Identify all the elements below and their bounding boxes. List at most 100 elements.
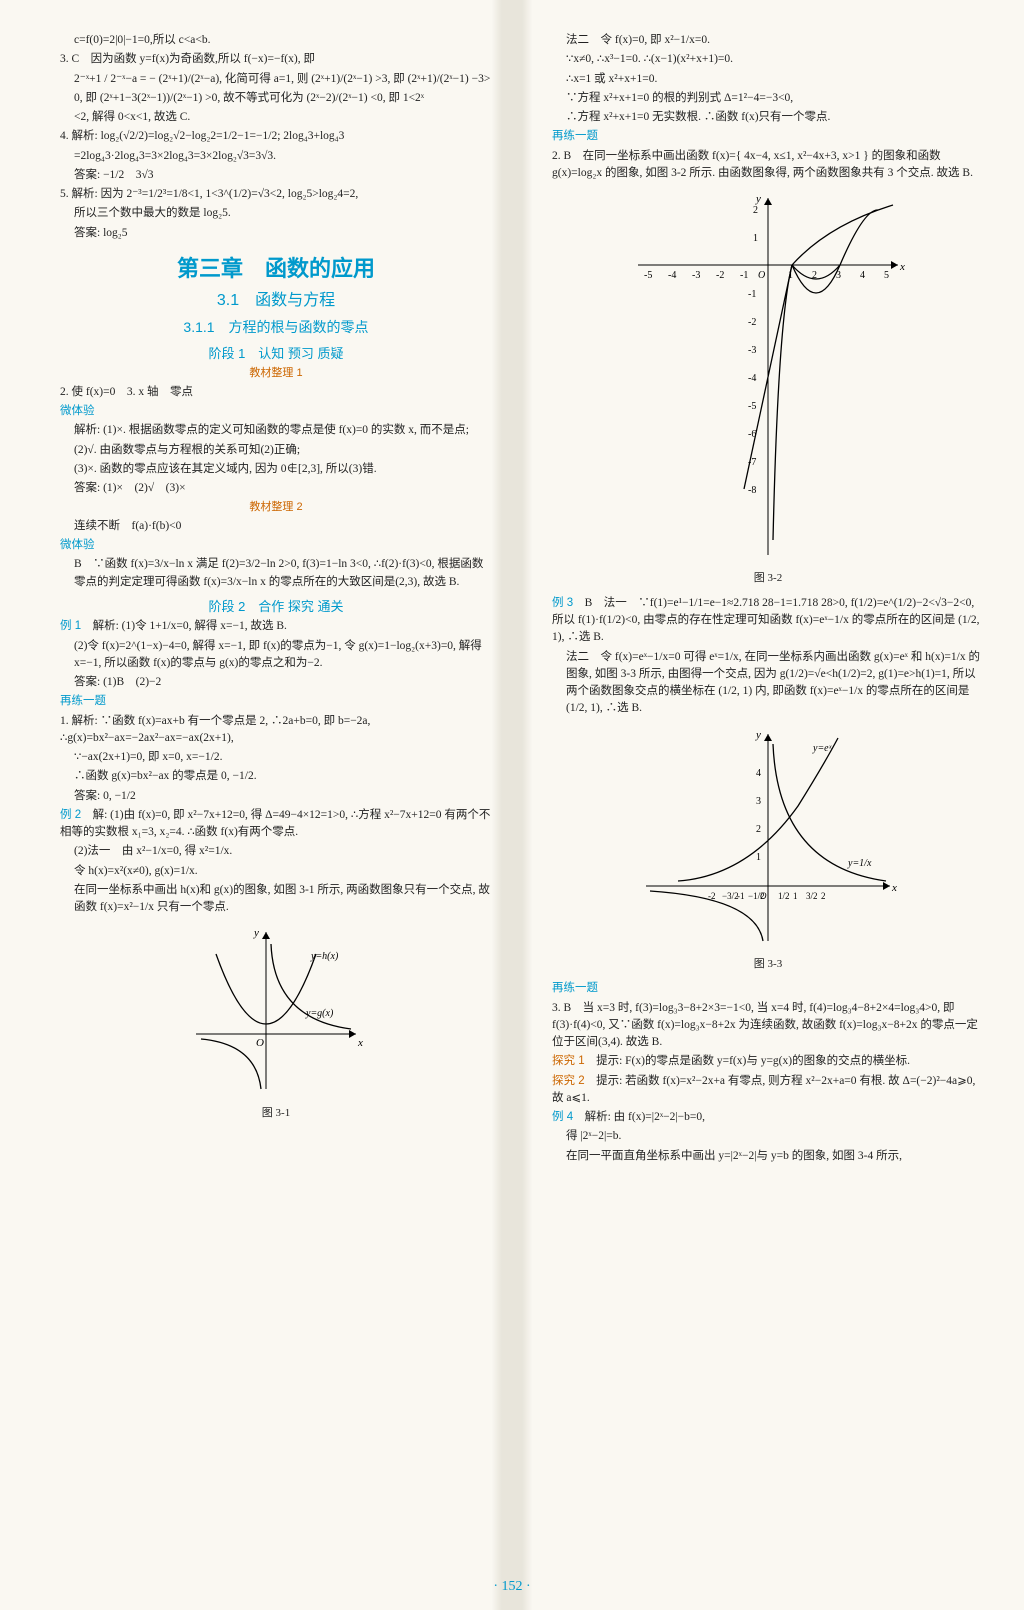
text: 4. 解析: log₂(√2/2)=log₂√2−log₂2=1/2−1=−1/… <box>60 128 492 145</box>
text: ∵x≠0, ∴x³−1=0. ∴(x−1)(x²+x+1)=0. <box>552 51 984 68</box>
text: 答案: (1)B (2)−2 <box>60 674 492 691</box>
origin-label: O <box>256 1037 264 1049</box>
svg-text:-3: -3 <box>692 270 700 281</box>
text: 解析: (1)×. 根据函数零点的定义可知函数的零点是使 f(x)=0 的实数 … <box>60 422 492 439</box>
page-number: · 152 · <box>0 1579 1024 1595</box>
figure-caption: 图 3-1 <box>60 1105 492 1122</box>
curve-label-h: y=h(x) <box>310 951 339 962</box>
svg-text:-8: -8 <box>748 485 756 496</box>
svg-text:3/2: 3/2 <box>806 891 818 901</box>
text: 令 h(x)=x²(x≠0), g(x)=1/x. <box>60 863 492 880</box>
axis-label-x: x <box>891 882 897 894</box>
text: B ∵函数 f(x)=3/x−ln x 满足 f(2)=3/2−ln 2>0, … <box>60 556 492 591</box>
inquiry-label: 探究 2 <box>552 1075 585 1087</box>
svg-text:2: 2 <box>756 824 761 835</box>
svg-text:-2: -2 <box>748 317 756 328</box>
text: 答案: log₂5 <box>60 225 492 242</box>
example-label: 例 1 <box>60 620 81 632</box>
text: (2)令 f(x)=2^(1−x)−4=0, 解得 x=−1, 即 f(x)的零… <box>60 638 492 673</box>
text: 答案: −1/2 3√3 <box>60 167 492 184</box>
chart-svg: x y -2−3/2-1 −1/2 O 1/213/22 1234 y=eˣ <box>638 726 898 946</box>
svg-text:-4: -4 <box>668 270 676 281</box>
svg-text:x: x <box>899 261 905 273</box>
curve-label-rec: y=1/x <box>847 858 872 869</box>
stage-title: 阶段 2 合作 探究 通关 <box>60 597 492 617</box>
svg-text:-1: -1 <box>737 891 745 901</box>
curve-label-ex: y=eˣ <box>812 743 833 754</box>
svg-text:-5: -5 <box>644 270 652 281</box>
text: 法二 令 f(x)=0, 即 x²−1/x=0. <box>552 32 984 49</box>
svg-text:4: 4 <box>860 270 865 281</box>
svg-text:-5: -5 <box>748 401 756 412</box>
text: 所以三个数中最大的数是 log₂5. <box>60 205 492 222</box>
svg-text:1: 1 <box>793 891 798 901</box>
svg-text:1: 1 <box>753 233 758 244</box>
svg-text:-2: -2 <box>716 270 724 281</box>
chapter-title: 第三章 函数的应用 <box>60 252 492 285</box>
svg-text:1: 1 <box>756 852 761 863</box>
chart-svg: x y -5-4-3 -2-1 O 123 45 12 -1-2-3 -4-5-… <box>628 190 908 560</box>
svg-text:2: 2 <box>753 205 758 216</box>
svg-text:-3: -3 <box>748 345 756 356</box>
text: 答案: 0, −1/2 <box>60 788 492 805</box>
right-column: 法二 令 f(x)=0, 即 x²−1/x=0. ∵x≠0, ∴x³−1=0. … <box>532 30 984 1590</box>
svg-text:y: y <box>755 193 761 205</box>
text: (2)√. 由函数零点与方程根的关系可知(2)正确; <box>60 442 492 459</box>
section-title: 3.1 函数与方程 <box>60 289 492 313</box>
svg-text:2: 2 <box>821 891 826 901</box>
figure-3-3: x y -2−3/2-1 −1/2 O 1/213/22 1234 y=eˣ <box>552 726 984 973</box>
figure-3-1: x y O y=h(x) y=g(x) 图 3-1 <box>60 924 492 1121</box>
text: 在同一坐标系中画出 h(x)和 g(x)的图象, 如图 3-1 所示, 两函数图… <box>60 882 492 917</box>
text: ∴方程 x²+x+1=0 无实数根. ∴函数 f(x)只有一个零点. <box>552 109 984 126</box>
text: 5. 解析: 因为 2⁻³=1/2³=1/8<1, 1<3^(1/2)=√3<2… <box>60 186 492 203</box>
page: c=f(0)=2|0|−1=0,所以 c<a<b. 3. C 因为函数 y=f(… <box>0 0 1024 1610</box>
text: 得 |2ˣ−2|=b. <box>552 1128 984 1145</box>
micro-label: 微体验 <box>60 539 95 551</box>
svg-text:O: O <box>760 891 767 901</box>
text: 3. C 因为函数 y=f(x)为奇函数,所以 f(−x)=−f(x), 即 <box>60 51 492 68</box>
axis-label-x: x <box>357 1037 363 1049</box>
figure-3-2: x y -5-4-3 -2-1 O 123 45 12 -1-2-3 -4-5-… <box>552 190 984 587</box>
text: =2log₄3·2log₄3=3×2log₄3=3×2log₂√3=3√3. <box>60 148 492 165</box>
text: B 法一 ∵f(1)=e¹−1/1=e−1≈2.718 28−1=1.718 2… <box>552 597 979 644</box>
text: <2, 解得 0<x<1, 故选 C. <box>60 109 492 126</box>
text: 答案: (1)× (2)√ (3)× <box>60 480 492 497</box>
material-title: 教材整理 1 <box>60 365 492 382</box>
text: 提示: 若函数 f(x)=x²−2x+a 有零点, 则方程 x²−2x+a=0 … <box>552 1075 975 1104</box>
text: ∵−ax(2x+1)=0, 即 x=0, x=−1/2. <box>60 749 492 766</box>
text: 在同一平面直角坐标系中画出 y=|2ˣ−2|与 y=b 的图象, 如图 3-4 … <box>552 1148 984 1165</box>
svg-text:4: 4 <box>756 768 761 779</box>
text: (3)×. 函数的零点应该在其定义域内, 因为 0∉[2,3], 所以(3)错. <box>60 461 492 478</box>
figure-caption: 图 3-2 <box>552 570 984 587</box>
axis-label-y: y <box>253 927 259 939</box>
micro-label: 微体验 <box>60 405 95 417</box>
example-label: 例 2 <box>60 809 81 821</box>
svg-text:-4: -4 <box>748 373 756 384</box>
svg-text:O: O <box>758 270 765 281</box>
text: 1. 解析: ∵函数 f(x)=ax+b 有一个零点是 2, ∴2a+b=0, … <box>60 713 492 748</box>
inquiry-label: 探究 1 <box>552 1055 585 1067</box>
text: 解: (1)由 f(x)=0, 即 x²−7x+12=0, 得 Δ=49−4×1… <box>60 809 490 838</box>
material-title: 教材整理 2 <box>60 499 492 516</box>
text: ∵方程 x²+x+1=0 的根的判别式 Δ=1²−4=−3<0, <box>552 90 984 107</box>
text: 法二 令 f(x)=eˣ−1/x=0 可得 eˣ=1/x, 在同一坐标系内画出函… <box>552 649 984 718</box>
subsection-title: 3.1.1 方程的根与函数的零点 <box>60 317 492 338</box>
svg-text:3: 3 <box>756 796 761 807</box>
example-label: 例 4 <box>552 1111 573 1123</box>
svg-text:-1: -1 <box>740 270 748 281</box>
svg-text:-1: -1 <box>748 289 756 300</box>
svg-text:5: 5 <box>884 270 889 281</box>
text: 解析: (1)令 1+1/x=0, 解得 x=−1, 故选 B. <box>93 620 287 632</box>
text: 3. B 当 x=3 时, f(3)=log₃3−8+2×3=−1<0, 当 x… <box>552 1000 984 1052</box>
text: 提示: F(x)的零点是函数 y=f(x)与 y=g(x)的图象的交点的横坐标. <box>596 1055 910 1067</box>
text: 2. B 在同一坐标系中画出函数 f(x)={ 4x−4, x≤1, x²−4x… <box>552 148 984 183</box>
text: c=f(0)=2|0|−1=0,所以 c<a<b. <box>60 32 492 49</box>
text: 2⁻ˣ+1 / 2⁻ˣ−a = − (2ˣ+1)/(2ˣ−a), 化简可得 a=… <box>60 71 492 88</box>
example-label: 例 3 <box>552 597 573 609</box>
text: ∴x=1 或 x²+x+1=0. <box>552 71 984 88</box>
text: (2)法一 由 x²−1/x=0, 得 x²=1/x. <box>60 843 492 860</box>
curve-label-g: y=g(x) <box>305 1008 334 1019</box>
text: 连续不断 f(a)·f(b)<0 <box>60 518 492 535</box>
stage-title: 阶段 1 认知 预习 质疑 <box>60 344 492 364</box>
left-column: c=f(0)=2|0|−1=0,所以 c<a<b. 3. C 因为函数 y=f(… <box>60 30 502 1590</box>
